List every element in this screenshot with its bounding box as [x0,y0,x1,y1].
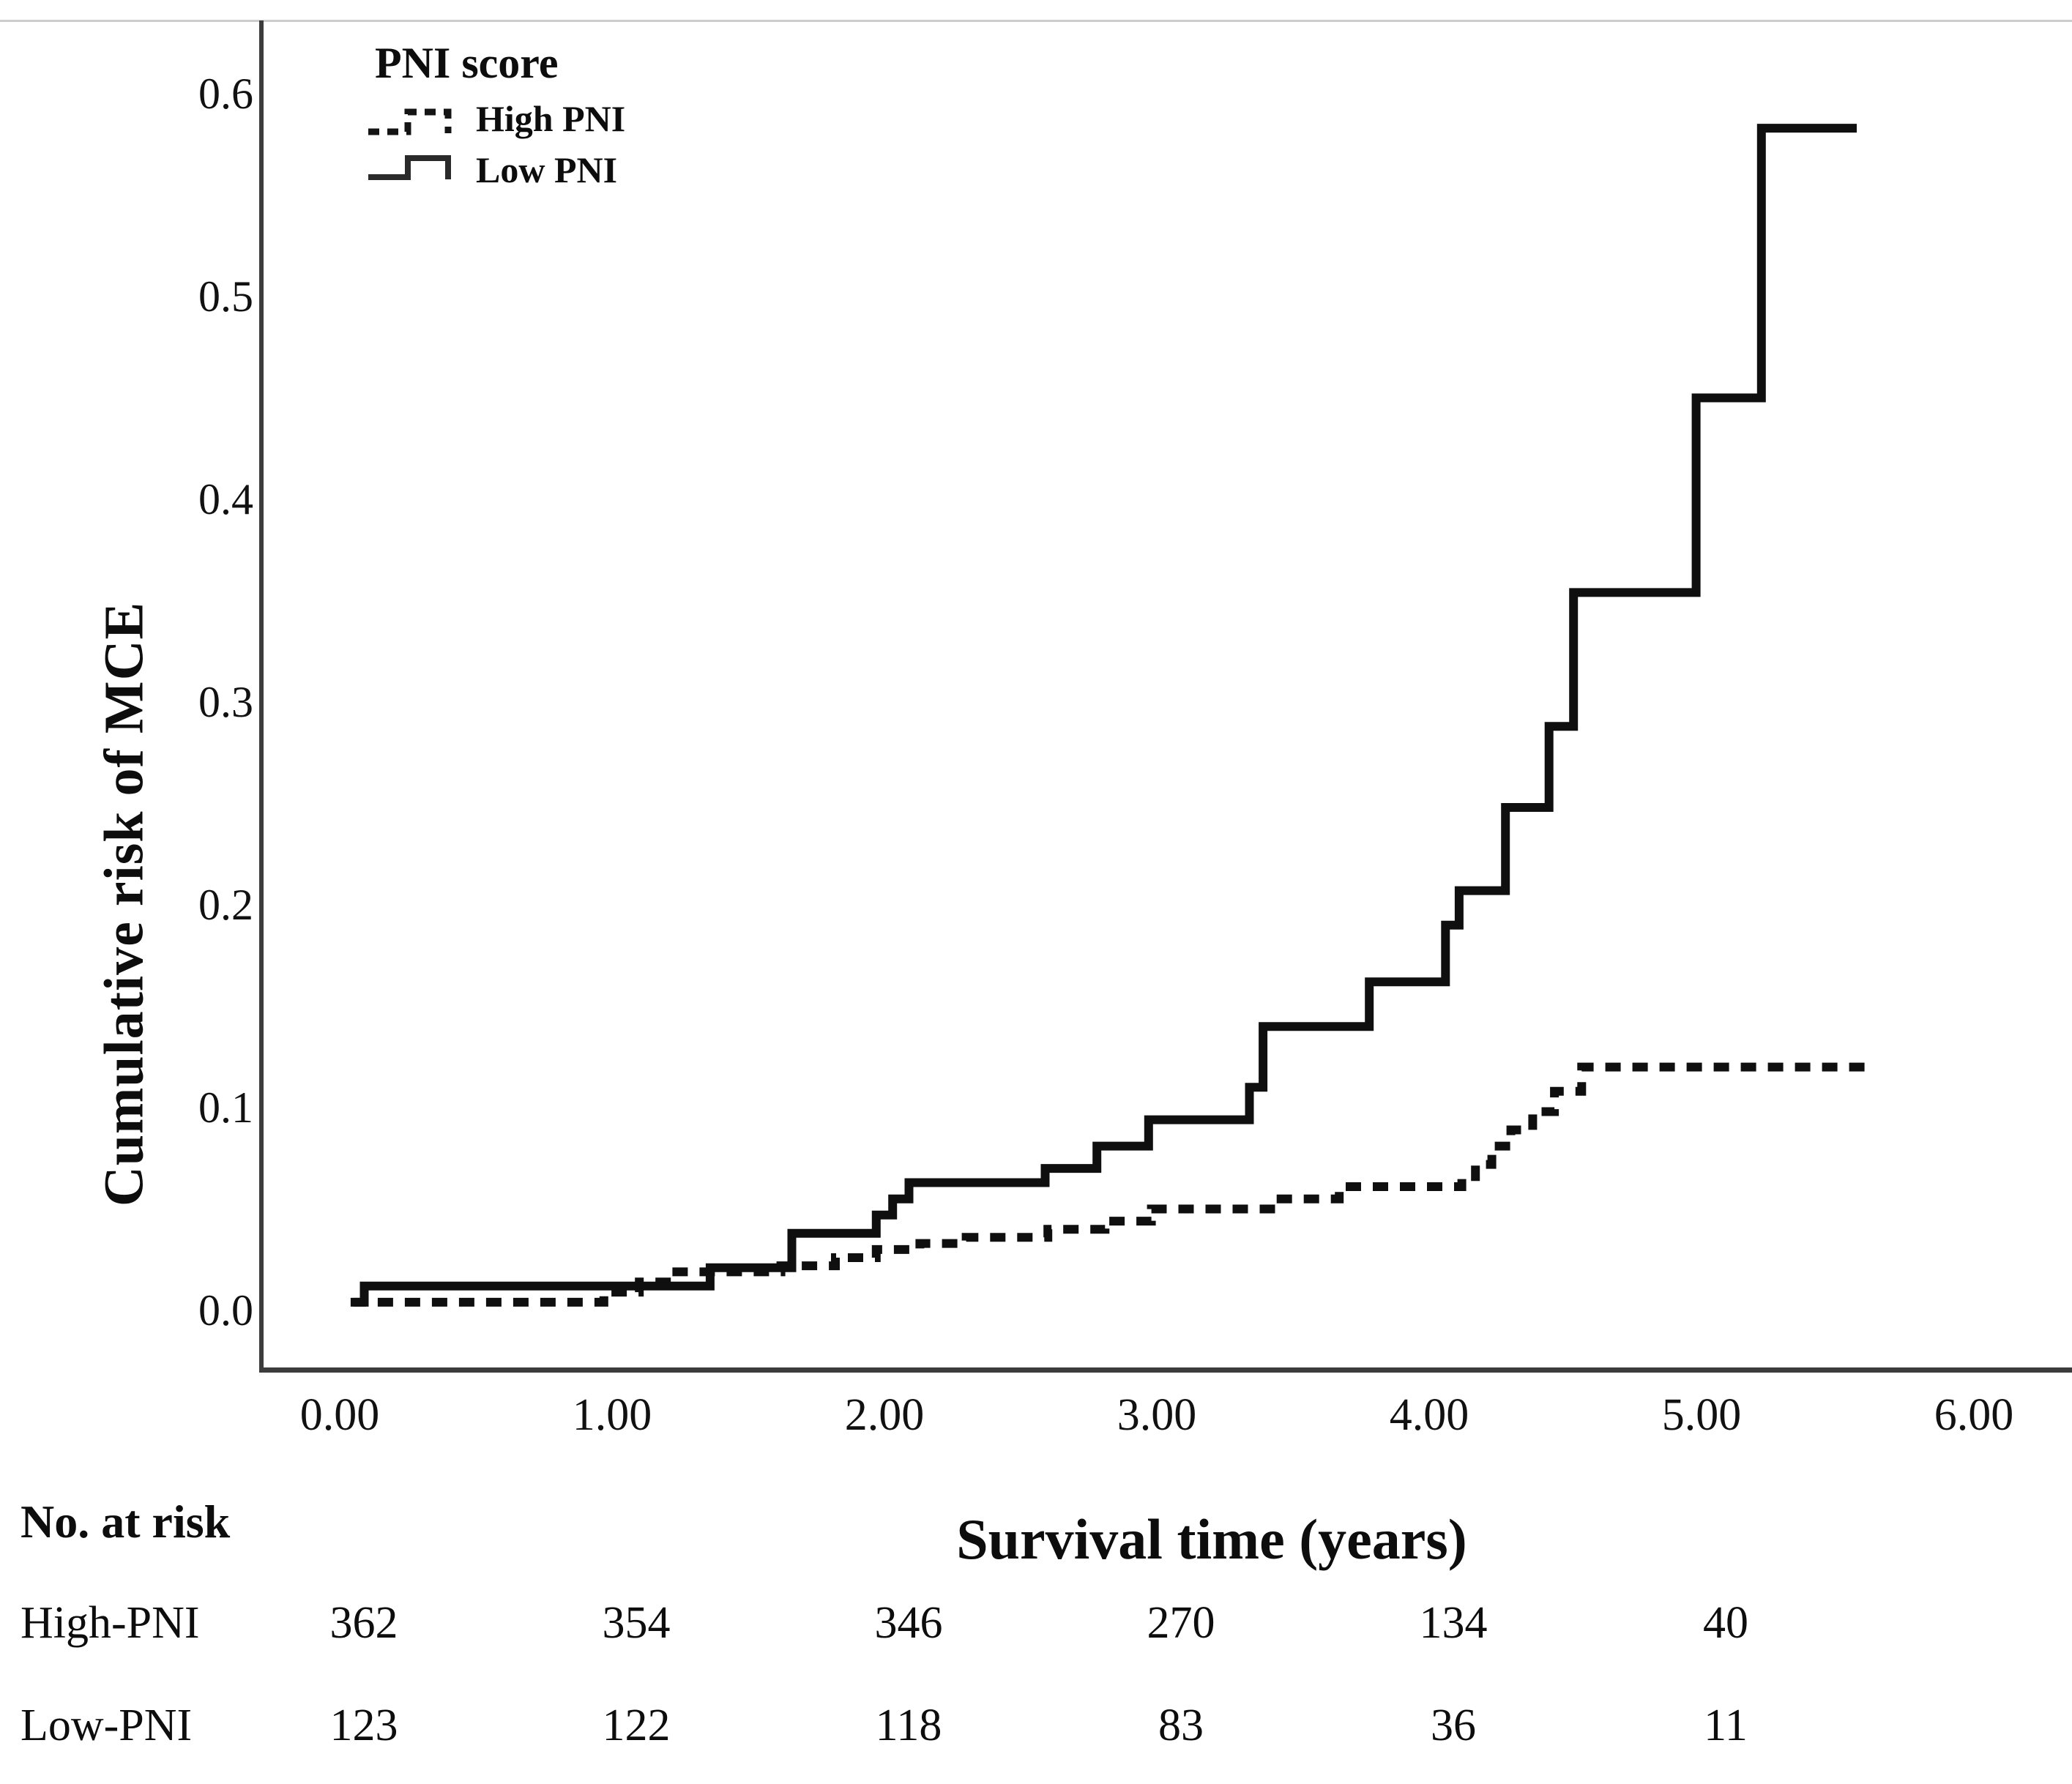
y-tick-label: 0.1 [198,1083,253,1132]
x-tick-label: 6.00 [1934,1390,2014,1440]
legend-entry-low-pni: Low PNI [476,149,618,190]
y-tick-label: 0.3 [198,678,253,726]
risk-count: 83 [1158,1701,1204,1750]
risk-count: 122 [602,1701,671,1750]
x-tick-label: 1.00 [572,1390,652,1440]
risk-row-label-high-pni: High-PNI [21,1598,200,1648]
risk-count: 36 [1431,1701,1476,1750]
y-tick-label: 0.4 [198,475,253,523]
y-tick-label: 0.2 [198,881,253,929]
figure-top-border [0,20,2072,22]
risk-count: 40 [1703,1598,1748,1648]
risk-count: 346 [874,1598,943,1648]
x-tick-label: 2.00 [844,1390,925,1440]
risk-row-label-low-pni: Low-PNI [21,1701,193,1750]
x-tick-label: 5.00 [1661,1390,1742,1440]
risk-count: 118 [875,1701,942,1750]
y-tick-label: 0.0 [198,1286,253,1335]
legend-title: PNI score [375,39,559,87]
risk-count: 123 [329,1701,398,1750]
legend-dashed-line-icon [368,108,452,135]
high-pni-curve [350,1062,1866,1307]
x-tick-label: 0.00 [299,1390,380,1440]
low-pni-curve [353,124,1857,1307]
x-axis-title: Survival time (years) [956,1507,1467,1571]
risk-count: 11 [1704,1701,1748,1750]
risk-count: 134 [1419,1598,1488,1648]
legend-entry-high-pni: High PNI [476,98,626,139]
x-tick-label: 4.00 [1389,1390,1469,1440]
legend-solid-line-icon [368,155,451,180]
y-axis-spine [259,20,264,1373]
y-tick-label: 0.5 [198,272,253,321]
x-axis-spine [259,1367,2072,1373]
y-tick-label: 0.6 [198,70,253,118]
risk-count: 270 [1147,1598,1215,1648]
risk-table-title: No. at risk [21,1496,231,1548]
risk-count: 362 [329,1598,398,1648]
x-tick-label: 3.00 [1117,1390,1197,1440]
risk-count: 354 [602,1598,671,1648]
